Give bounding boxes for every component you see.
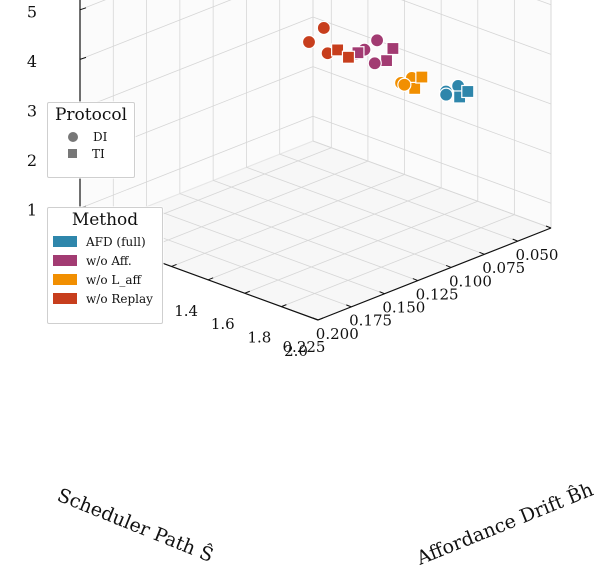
y-grid-floor — [244, 200, 478, 294]
method-legend: Method AFD (full) w/o Aff. w/o L_aff w/o… — [47, 207, 163, 324]
x-tick-mark — [479, 251, 485, 255]
y-tick-label: 2.0 — [284, 342, 308, 360]
x-tick-label: 0.050 — [516, 246, 559, 264]
method-legend-item-wo-replay: w/o Replay — [48, 290, 162, 307]
x-tick-label: 0.225 — [283, 338, 326, 356]
protocol-legend: Protocol DI TI — [47, 102, 135, 178]
data-point-w-o-l-aff-square — [415, 70, 429, 84]
y-grid-floor — [281, 214, 515, 307]
y-tick-label: 1.4 — [174, 302, 198, 320]
z-grid-left-wall — [79, 115, 314, 209]
method-wo-replay-label: w/o Replay — [86, 291, 153, 306]
y-tick-mark — [317, 317, 324, 321]
data-point-w-o-aff--circle — [367, 56, 382, 71]
y-tick-mark — [171, 263, 177, 267]
x-tick-label: 0.125 — [416, 285, 459, 303]
x-tick-label: 0.150 — [382, 299, 425, 317]
x-grid-floor — [246, 166, 485, 255]
circle-marker-icon — [68, 131, 78, 142]
wo-laff-swatch-icon — [53, 274, 77, 285]
protocol-legend-title: Protocol — [54, 105, 128, 125]
z-tick-label: 3 — [27, 102, 37, 121]
x-grid-floor — [312, 140, 552, 229]
x-tick-mark — [312, 317, 319, 321]
data-point-w-o-l-aff-circle — [397, 77, 412, 92]
data-point-afd-full--square — [461, 84, 475, 99]
y-grid-floor — [134, 160, 369, 254]
square-marker-icon — [68, 149, 77, 158]
y-axis-label: Scheduler Path Ŝ — [54, 483, 217, 567]
y-tick-mark — [207, 277, 214, 281]
data-point-w-o-aff--square — [386, 41, 400, 56]
data-point-afd-full--circle — [439, 87, 454, 102]
method-legend-item-wo-laff: w/o L_aff — [48, 271, 162, 288]
z-grid-left-wall — [79, 0, 232, 60]
y-tick-mark — [281, 304, 287, 308]
x-axis-line — [317, 227, 552, 321]
z-tick-label: 4 — [27, 52, 37, 71]
z-grid-right-wall — [312, 16, 552, 105]
y-grid-floor — [208, 187, 442, 281]
method-legend-title: Method — [71, 210, 139, 230]
data-point-w-o-aff--square — [379, 54, 394, 68]
protocol-di-label: DI — [93, 129, 108, 144]
x-tick-label: 0.175 — [349, 312, 392, 330]
x-tick-mark — [512, 238, 518, 242]
x-grid-floor — [146, 206, 385, 295]
x-axis-label: Affordance Drift B̂h — [413, 478, 597, 567]
x-grid-floor — [279, 153, 518, 242]
method-wo-aff-label: w/o Aff. — [86, 253, 132, 268]
x-tick-mark — [545, 225, 552, 229]
y-grid-floor — [171, 174, 405, 267]
y-tick-label: 1.8 — [247, 329, 271, 347]
data-point-w-o-aff--circle — [369, 33, 385, 48]
z-tick-mark — [79, 56, 87, 60]
protocol-legend-item-di: DI — [48, 128, 134, 145]
y-tick-label: 1.6 — [211, 315, 235, 333]
method-legend-item-wo-aff: w/o Aff. — [48, 252, 162, 269]
z-tick-label: 1 — [27, 201, 37, 220]
x-grid-floor — [213, 180, 452, 268]
data-points — [301, 20, 475, 104]
z-grid-right-wall — [401, 0, 552, 55]
x-tick-mark — [346, 304, 352, 308]
x-tick-mark — [445, 264, 452, 268]
wo-replay-swatch-icon — [53, 293, 77, 304]
x-tick-mark — [412, 278, 419, 282]
wo-aff-swatch-icon — [53, 255, 77, 266]
data-point-w-o-replay-square — [331, 43, 345, 57]
x-tick-label: 0.075 — [482, 259, 525, 277]
method-legend-item-afd: AFD (full) — [48, 233, 162, 250]
y-tick-mark — [244, 290, 250, 294]
x-tick-mark — [379, 291, 385, 295]
grid-lines — [79, 0, 552, 321]
z-grid-right-wall — [312, 66, 552, 154]
protocol-legend-item-ti: TI — [48, 145, 134, 162]
protocol-ti-label: TI — [92, 146, 105, 161]
data-point-w-o-replay-circle — [301, 34, 317, 50]
afd-swatch-icon — [53, 236, 77, 247]
z-tick-mark — [79, 7, 87, 11]
x-grid-floor — [179, 193, 418, 281]
data-point-w-o-replay-square — [341, 50, 356, 64]
x-tick-label: 0.100 — [449, 272, 492, 290]
z-tick-label: 2 — [27, 151, 37, 170]
data-point-w-o-replay-circle — [316, 20, 331, 36]
method-wo-laff-label: w/o L_aff — [86, 272, 142, 287]
z-grid-left-wall — [79, 16, 314, 110]
z-tick-label: 5 — [27, 2, 37, 21]
z-grid-right-wall — [312, 115, 552, 204]
method-afd-label: AFD (full) — [86, 234, 146, 249]
x-tick-label: 0.200 — [316, 325, 359, 343]
